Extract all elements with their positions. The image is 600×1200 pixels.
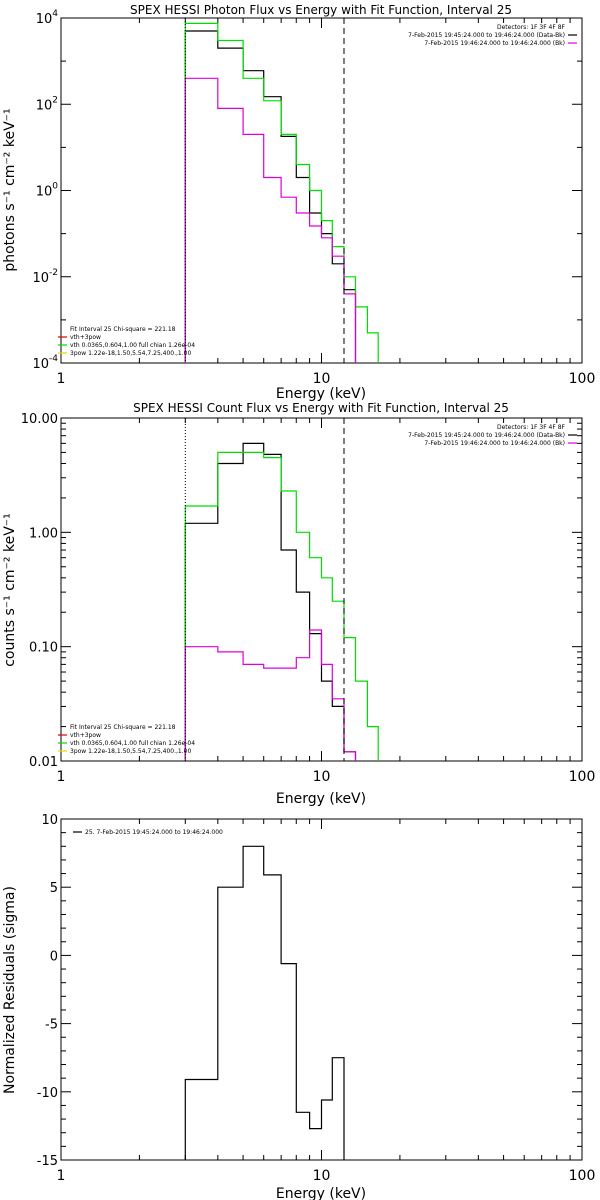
x-tick-label: 100 [569, 1168, 596, 1184]
y-axis-label: Normalized Residuals (sigma) [2, 886, 18, 1094]
y-tick-label: 10.00 [21, 412, 58, 427]
y-tick-label: 0 [50, 949, 58, 964]
x-tick-label: 100 [569, 769, 596, 785]
legend-bottom-left-entry: vth+3pow [70, 334, 101, 341]
y-tick-label: 10-4 [32, 354, 58, 372]
y-axis-label: photons s⁻¹ cm⁻² keV⁻¹ [2, 108, 18, 271]
x-axis-label: Energy (keV) [276, 1186, 366, 1200]
y-tick-label: 0.10 [29, 641, 58, 656]
plot-frame [60, 417, 583, 762]
series-bk-line [184, 77, 357, 363]
y-tick-label: 10 [41, 813, 58, 828]
series-data-line [184, 845, 345, 1160]
y-axis-label: counts s⁻¹ cm⁻² keV⁻¹ [2, 513, 18, 667]
residuals-panel: Energy (keV) Normalized Residuals (sigma… [2, 813, 595, 1200]
chart-title: SPEX HESSI Count Flux vs Energy with Fit… [133, 401, 509, 415]
series-model-line [184, 22, 379, 363]
y-tick-label: 1.00 [29, 526, 58, 541]
legend-bottom-left-entry: Fit Interval 25 Chi-square = 221.18 [70, 326, 176, 333]
legend-top-right-entry: Detectors: 1F 3F 4F 8F [497, 424, 566, 431]
y-tick-label: 10-2 [32, 268, 58, 286]
y-tick-label: -5 [45, 1018, 58, 1033]
y-tick-exponent: 0 [52, 182, 58, 192]
y-tick-exponent: -4 [49, 354, 58, 364]
x-tick-label: 1 [57, 1168, 66, 1184]
legend-top-right-entry: Detectors: 1F 3F 4F 8F [497, 24, 566, 31]
y-tick-label: 5 [50, 881, 58, 896]
x-tick-label: 100 [569, 371, 596, 387]
y-tick-label: 100 [36, 182, 59, 200]
count-flux-panel: SPEX HESSI Count Flux vs Energy with Fit… [2, 401, 595, 807]
legend-bottom-left-entry: Fit Interval 25 Chi-square = 221.18 [70, 724, 176, 731]
y-tick-label: -10 [37, 1086, 58, 1101]
legend-bottom-left-entry: 3pow 1.22e-18,1.50,5.54,7.25,400.,1.00 [70, 748, 191, 755]
legend-top-right-entry: 7-Feb-2015 19:45:24.000 to 19:46:24.000 … [408, 32, 565, 39]
legend-bottom-left-entry: vth 0.0365,0.604,1.00 full chian 1.26e-0… [70, 342, 195, 349]
y-tick-exponent: -2 [49, 268, 58, 278]
x-tick-label: 10 [313, 769, 331, 785]
legend-bottom-left-entry: 3pow 1.22e-18,1.50,5.54,7.25,400.,1.00 [70, 350, 191, 357]
x-tick-label: 10 [313, 1168, 331, 1184]
y-tick-exponent: 4 [52, 9, 58, 19]
y-tick-exponent: 2 [52, 95, 58, 105]
y-tick-label: 104 [36, 9, 59, 27]
y-tick-label: -15 [37, 1154, 58, 1169]
x-tick-label: 10 [313, 371, 331, 387]
series-model-line [184, 451, 379, 761]
legend-bottom-left-entry: vth 0.0365,0.604,1.00 full chian 1.26e-0… [70, 740, 195, 747]
legend-bottom-left-entry: vth+3pow [70, 732, 101, 739]
series-data-line [184, 30, 357, 363]
x-tick-label: 1 [57, 769, 66, 785]
x-axis-label: Energy (keV) [276, 791, 366, 807]
legend-top-right-entry: 7-Feb-2015 19:46:24.000 to 19:46:24.000 … [424, 440, 565, 447]
legend-top-left-entry: 25. 7-Feb-2015 19:45:24.000 to 19:46:24.… [85, 829, 223, 836]
legend-top-right-entry: 7-Feb-2015 19:46:24.000 to 19:46:24.000 … [424, 40, 565, 47]
series-bk-line [184, 629, 357, 761]
chart-title: SPEX HESSI Photon Flux vs Energy with Fi… [130, 3, 512, 17]
legend-top-right-entry: 7-Feb-2015 19:45:24.000 to 19:46:24.000 … [408, 432, 565, 439]
x-axis-label: Energy (keV) [276, 386, 366, 402]
x-tick-label: 1 [57, 371, 66, 387]
y-tick-label: 102 [36, 95, 58, 113]
series-data-line [184, 442, 357, 761]
photon-flux-panel: SPEX HESSI Photon Flux vs Energy with Fi… [2, 3, 595, 402]
y-tick-label: 0.01 [29, 755, 58, 770]
